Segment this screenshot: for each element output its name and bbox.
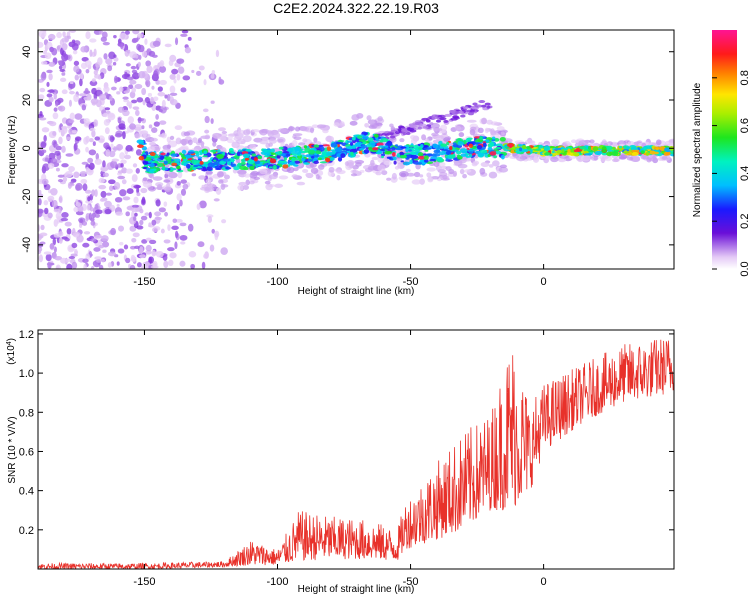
top-y-axis-label: Frequency (Hz) <box>7 116 18 185</box>
y-tick-label: 1.2 <box>19 329 34 341</box>
top-x-ticks: -150 -100 -50 0 <box>133 30 547 288</box>
x-tick-label: -100 <box>266 576 288 588</box>
y-tick-label: 0.8 <box>19 407 34 419</box>
x-tick-label: 0 <box>541 576 547 588</box>
top-x-axis-label: Height of straight line (km) <box>298 286 415 297</box>
bottom-y-axis-label: SNR (10 * V/V) <box>7 416 18 483</box>
colorbar-tick-label: 0.0 <box>739 261 750 276</box>
bottom-plot-area <box>38 330 674 569</box>
colorbar-tick-label: 0.4 <box>739 166 750 181</box>
y-tick-label: 0.2 <box>19 525 34 537</box>
x-tick-label: -150 <box>133 276 155 288</box>
colorbar-tick-label: 0.2 <box>739 214 750 229</box>
colorbar-tick-label: 0.6 <box>739 118 750 133</box>
bottom-y-ticks: 0.2 0.4 0.6 0.8 1.0 1.2 <box>19 329 674 537</box>
y-tick-label: 0.6 <box>19 446 34 458</box>
bottom-panel: -150 -100 -50 0 0.2 0.4 0.6 0.8 1.0 1.2 Height o… <box>6 329 675 595</box>
top-plot-frame <box>37 29 675 270</box>
top-y-ticks: -40 -20 0 20 40 <box>21 46 674 253</box>
y-tick-label: -40 <box>21 237 33 253</box>
chart-title: C2E2.2024.322.22.19.R03 <box>273 0 439 16</box>
y-tick-label: 1.0 <box>19 368 34 380</box>
colorbar-tick-label: 0.8 <box>739 70 750 85</box>
bottom-y-multiplier: (x104) <box>6 338 18 365</box>
bottom-x-ticks: -150 -100 -50 0 <box>133 330 547 588</box>
bottom-x-axis-label: Height of straight line (km) <box>298 584 415 595</box>
y-tick-label: -20 <box>21 189 33 205</box>
colorbar-gradient <box>712 30 737 269</box>
y-tick-label: 40 <box>21 46 33 58</box>
bottom-plot-frame <box>37 329 675 570</box>
colorbar-label: Normalized spectral amplitude <box>692 82 703 217</box>
x-tick-label: -150 <box>133 576 155 588</box>
colorbar-ticks: 0.0 0.2 0.4 0.6 0.8 <box>712 70 750 277</box>
y-tick-label: 0 <box>21 145 33 151</box>
colorbar: 0.0 0.2 0.4 0.6 0.8 Normalized spectral ampl… <box>692 30 750 277</box>
y-tick-label: 20 <box>21 94 33 106</box>
top-panel: -150 -100 -50 0 -40 -20 0 20 40 Height of strai… <box>7 29 675 297</box>
y-tick-label: 0.4 <box>19 486 34 498</box>
x-tick-label: -50 <box>403 276 419 288</box>
x-tick-label: 0 <box>541 276 547 288</box>
x-tick-label: -50 <box>403 576 419 588</box>
x-tick-label: -100 <box>266 276 288 288</box>
